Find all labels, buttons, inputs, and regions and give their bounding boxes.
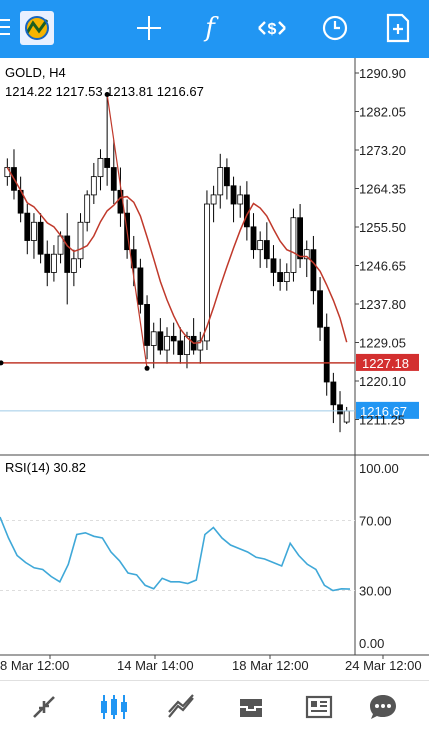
candle — [90, 162, 97, 205]
candle — [51, 245, 57, 282]
candle — [343, 406, 350, 424]
price-tick-label: 1255.50 — [359, 220, 406, 235]
candle — [70, 249, 77, 287]
price-tick-label: 1246.65 — [359, 259, 406, 274]
candle — [164, 327, 170, 364]
quotes-icon[interactable] — [23, 687, 65, 727]
time-tick-label: 18 Mar 12:00 — [232, 658, 309, 673]
chart-area[interactable]: 1227.18 1216.67 1290.90 1282.05 1273.20 1264… — [0, 58, 429, 680]
messages-icon[interactable] — [362, 687, 404, 727]
current-price-value: 1216.67 — [360, 404, 407, 419]
candle — [237, 185, 244, 218]
candle — [24, 204, 31, 255]
crosshair-icon[interactable] — [129, 8, 169, 48]
candle — [317, 277, 323, 341]
candle — [170, 322, 177, 355]
trade-tab-icon[interactable] — [160, 687, 202, 727]
current-price-tag: 1216.67 — [356, 401, 419, 419]
candle — [150, 322, 157, 369]
candle — [104, 94, 111, 186]
time-tick-label: 24 Mar 12:00 — [345, 658, 422, 673]
candle — [44, 240, 51, 287]
candle — [97, 149, 104, 191]
candle — [277, 258, 284, 291]
trend-line-handle[interactable] — [144, 365, 150, 371]
candle — [270, 245, 277, 287]
news-icon[interactable] — [298, 687, 340, 727]
price-tick-label: 1290.90 — [359, 66, 406, 81]
rsi-tick-label: 30.00 — [359, 584, 392, 599]
price-tick-label: 1237.80 — [359, 297, 406, 312]
symbol-label: GOLD, H4 — [5, 65, 66, 80]
candle — [17, 176, 24, 223]
rsi-tick-label: 100.00 — [359, 461, 399, 476]
price-chart[interactable]: 1227.18 1216.67 1290.90 1282.05 1273.20 1264… — [0, 58, 429, 680]
price-tick-label: 1273.20 — [359, 143, 406, 158]
candle — [84, 190, 91, 232]
new-order-icon[interactable] — [378, 8, 418, 48]
candle — [230, 176, 237, 223]
menu-icon[interactable] — [0, 19, 10, 37]
trend-line[interactable] — [106, 94, 148, 369]
svg-text:$: $ — [268, 21, 277, 38]
candle — [4, 158, 11, 186]
bottom-nav — [0, 680, 429, 733]
candle — [250, 213, 257, 259]
candle — [137, 258, 144, 314]
moving-average-line — [6, 167, 348, 344]
candle — [303, 240, 310, 278]
candle — [263, 222, 270, 268]
candle — [290, 208, 297, 282]
candle — [144, 295, 150, 360]
candle — [297, 204, 303, 268]
candles-layer — [4, 94, 350, 433]
price-tick-label: 1282.05 — [359, 105, 406, 120]
history-icon[interactable] — [230, 687, 272, 727]
rsi-line — [0, 516, 351, 592]
candle — [310, 235, 317, 305]
candle — [217, 153, 224, 209]
candle — [330, 372, 337, 424]
candle — [64, 213, 71, 305]
candle — [190, 318, 197, 355]
candle — [77, 213, 84, 268]
trend-line-handle[interactable] — [104, 92, 110, 98]
candle — [283, 263, 290, 291]
indicators-icon[interactable]: f — [190, 8, 230, 48]
chart-icon[interactable] — [93, 687, 135, 727]
time-tick-label: 14 Mar 14:00 — [117, 658, 194, 673]
rsi-label: RSI(14) 30.82 — [5, 460, 86, 475]
ohlc-label: 1214.22 1217.53 1213.81 1216.67 — [5, 84, 204, 99]
price-level-value: 1227.18 — [362, 356, 409, 371]
candle — [110, 140, 117, 205]
candle — [37, 213, 44, 264]
price-tick-label: 1229.05 — [359, 336, 406, 351]
candle — [31, 213, 37, 259]
clock-icon[interactable] — [315, 8, 355, 48]
candle — [157, 318, 164, 355]
price-tick-label: 1264.35 — [359, 182, 406, 197]
candle — [204, 190, 210, 351]
price-tick-label: 1220.10 — [359, 374, 406, 389]
trade-icon[interactable]: $ — [252, 8, 292, 48]
candle — [11, 149, 17, 200]
price-tick-label: 1211.25 — [359, 413, 405, 428]
app-logo[interactable] — [20, 11, 54, 45]
time-tick-label: 8 Mar 12:00 — [0, 658, 69, 673]
candle — [224, 158, 230, 200]
indicators-glyph: f — [205, 13, 215, 43]
candle — [337, 391, 343, 433]
candle — [257, 231, 264, 268]
candle — [210, 185, 217, 223]
top-toolbar: f $ — [0, 0, 429, 58]
candle — [177, 327, 184, 364]
rsi-tick-label: 0.00 — [359, 636, 384, 651]
rsi-tick-label: 70.00 — [359, 514, 392, 529]
candle — [323, 313, 330, 396]
price-level-tag: 1227.18 — [356, 353, 419, 371]
price-level-handle[interactable] — [0, 360, 4, 366]
